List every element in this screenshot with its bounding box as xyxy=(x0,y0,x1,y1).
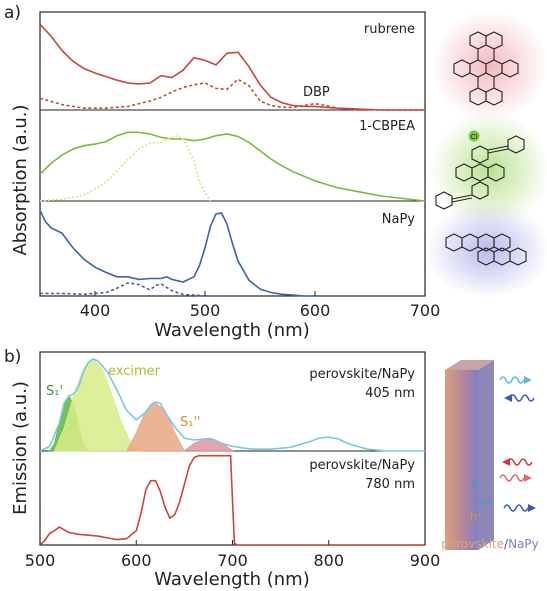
device-top xyxy=(445,360,494,370)
a-tick-label: 400 xyxy=(80,301,111,320)
label-bottom-line1: perovskite/NaPy xyxy=(309,458,415,473)
panel-b-ticks: 500 600 700 800 900 xyxy=(25,540,441,570)
device-schematic: e⁻ h⁺ perovskite/NaPy xyxy=(441,360,539,551)
device-front xyxy=(445,370,478,550)
series-napy-dashed xyxy=(40,282,227,297)
wave-blue-top-icon xyxy=(504,394,535,402)
device-napy-label: NaPy xyxy=(508,537,539,551)
series-perovskite-napy-780-nm xyxy=(39,454,425,546)
series-1-cbpea-dotted xyxy=(39,134,212,202)
molecule-rubrene xyxy=(432,10,547,122)
transfer-arrow-icon xyxy=(477,499,493,504)
device-perovskite-label: perovskite xyxy=(441,537,504,551)
panel-b-ylabel: Emission (a.u.) xyxy=(10,381,31,515)
panel-a-ticks: 400 500 600 700 xyxy=(80,291,441,320)
cbpea-structure-icon xyxy=(435,135,525,210)
electron-label: e⁻ xyxy=(472,476,485,489)
chlorine-atom-icon xyxy=(468,130,480,142)
chlorine-label: Cl xyxy=(471,133,478,141)
wave-red-out-icon xyxy=(499,474,532,482)
rubrene-glow xyxy=(432,10,547,122)
rubrene-structure-icon xyxy=(453,31,519,106)
panel-a-xlabel: Wavelength (nm) xyxy=(154,320,310,341)
panel-b: b) Emission (a.u.) 500 600 700 800 900 S₁' e… xyxy=(4,347,440,590)
molecule-napy xyxy=(426,202,547,298)
label-bottom-line2: 780 nm xyxy=(365,477,415,492)
panel-a-curves xyxy=(39,23,426,297)
panel-a: a) Absorption (a.u.) 400 500 600 700 rubren… xyxy=(4,3,440,341)
wave-blue-bottom-icon xyxy=(503,504,536,512)
series-peak-675-nm xyxy=(183,437,234,452)
wave-cyan-icon xyxy=(499,376,532,384)
series-rubrene xyxy=(39,23,425,111)
label-s1-prime: S₁' xyxy=(46,384,63,399)
series-dbp xyxy=(39,78,425,111)
label-napy: NaPy xyxy=(382,212,416,227)
device-slash-label: / xyxy=(504,537,509,551)
panel-b-curves xyxy=(39,357,425,546)
a-tick-label: 500 xyxy=(190,301,221,320)
molecule-1-cbpea: Cl xyxy=(430,112,547,228)
panel-a-ylabel: Absorption (a.u.) xyxy=(10,104,31,255)
series-s xyxy=(125,402,186,452)
series-1-cbpea xyxy=(39,131,426,202)
b-tick-label: 900 xyxy=(410,551,441,570)
a-tick-label: 700 xyxy=(410,301,441,320)
label-dbp: DBP xyxy=(303,85,330,100)
panel-b-fills xyxy=(48,358,234,452)
label-excimer: excimer xyxy=(108,364,161,379)
napy-structure-icon xyxy=(445,233,527,266)
panel-b-label: b) xyxy=(4,347,21,367)
series-perovskite-napy-405-nm xyxy=(39,357,425,452)
wave-red-icon xyxy=(502,458,533,466)
b-tick-label: 500 xyxy=(25,551,56,570)
hole-label: h⁺ xyxy=(470,510,483,523)
panel-b-xlabel: Wavelength (nm) xyxy=(154,569,310,590)
label-top-line2: 405 nm xyxy=(365,386,415,401)
panel-a-label: a) xyxy=(4,3,21,23)
device-caption: perovskite/NaPy xyxy=(441,537,538,551)
b-tick-label: 700 xyxy=(217,551,248,570)
b-tick-label: 600 xyxy=(121,551,152,570)
b-tick-label: 800 xyxy=(313,551,344,570)
panel-a-frame xyxy=(39,11,426,297)
label-rubrene: rubrene xyxy=(364,22,415,37)
napy-glow xyxy=(426,202,547,298)
label-top-line1: perovskite/NaPy xyxy=(309,367,415,382)
label-1-cbpea: 1-CBPEA xyxy=(359,119,415,134)
label-s1-double-prime: S₁'' xyxy=(180,415,201,430)
a-tick-label: 600 xyxy=(300,301,331,320)
series-napy xyxy=(39,209,315,297)
